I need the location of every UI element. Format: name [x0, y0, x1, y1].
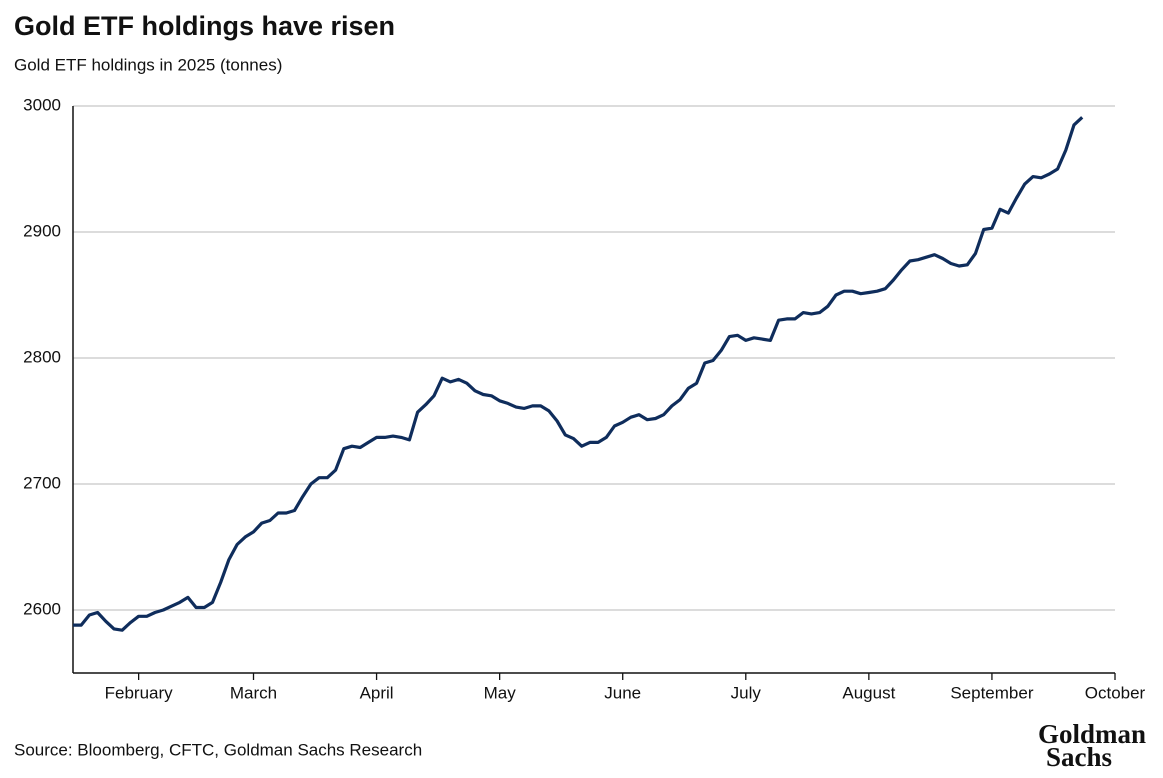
x-tick-label: May	[484, 683, 517, 702]
x-tick-label: August	[842, 683, 895, 702]
chart-title: Gold ETF holdings have risen	[14, 11, 395, 41]
x-tick-label: October	[1085, 683, 1146, 702]
y-tick-label: 2900	[23, 221, 61, 240]
x-tick-label: June	[604, 683, 641, 702]
source: Source: Bloomberg, CFTC, Goldman Sachs R…	[14, 740, 422, 759]
y-tick-label: 2800	[23, 347, 61, 366]
x-tick-label: April	[360, 683, 394, 702]
y-tick-label: 2600	[23, 599, 61, 618]
y-tick-label: 3000	[23, 95, 61, 114]
logo: Goldman	[1038, 719, 1146, 749]
chart-subtitle: Gold ETF holdings in 2025 (tonnes)	[14, 55, 282, 74]
y-tick-label: 2700	[23, 473, 61, 492]
x-tick-label: September	[950, 683, 1033, 702]
logo: Sachs	[1046, 742, 1112, 772]
x-tick-label: July	[731, 683, 762, 702]
x-tick-label: March	[230, 683, 277, 702]
x-tick-label: February	[105, 683, 174, 702]
data-line	[73, 116, 1084, 632]
